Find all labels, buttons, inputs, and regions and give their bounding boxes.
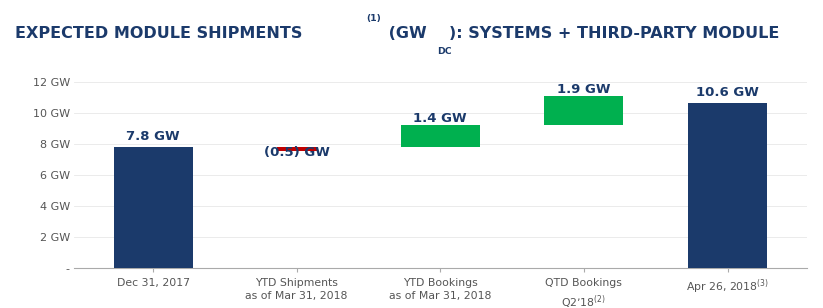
Text: 1.4 GW: 1.4 GW [413, 112, 467, 125]
Text: (GW: (GW [383, 26, 426, 41]
Text: 7.8 GW: 7.8 GW [126, 130, 180, 143]
Text: ): SYSTEMS + THIRD-PARTY MODULE: ): SYSTEMS + THIRD-PARTY MODULE [449, 26, 779, 41]
Bar [688, 103, 767, 268]
Bar [114, 147, 193, 268]
Text: (1): (1) [366, 14, 381, 23]
Text: 10.6 GW: 10.6 GW [696, 86, 759, 99]
Text: 1.9 GW: 1.9 GW [557, 83, 611, 96]
Text: DC: DC [437, 47, 452, 56]
Text: (0.5) GW: (0.5) GW [263, 146, 330, 159]
Bar [545, 96, 624, 125]
Text: EXPECTED MODULE SHIPMENTS: EXPECTED MODULE SHIPMENTS [15, 26, 302, 41]
Bar [277, 147, 317, 151]
Bar [401, 125, 480, 147]
